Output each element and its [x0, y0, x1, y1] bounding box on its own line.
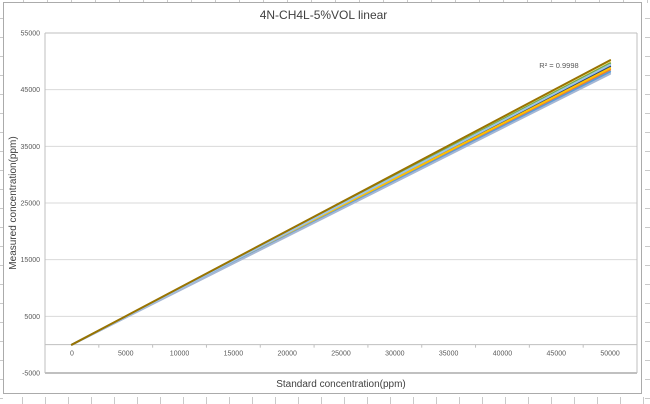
chart-object-frame[interactable]	[3, 2, 642, 394]
series-line	[70, 59, 612, 346]
series-line	[70, 72, 612, 346]
x-tick-label: 10000	[170, 351, 190, 358]
x-tick-label: 30000	[385, 351, 405, 358]
x-tick-label: 25000	[331, 351, 351, 358]
y-tick-label: 15000	[21, 257, 41, 264]
y-tick-label: -5000	[22, 371, 40, 378]
y-tick-label: 25000	[21, 201, 41, 208]
trendline-r-squared-label: R² = 0.9998	[539, 61, 579, 70]
x-tick-label: 5000	[118, 351, 134, 358]
x-tick-label: 50000	[600, 351, 620, 358]
x-axis-title: Standard concentration(ppm)	[276, 379, 406, 390]
x-tick-label: 40000	[493, 351, 513, 358]
spreadsheet-column-gridline-ticks-top	[0, 0, 650, 3]
y-tick-label: 45000	[21, 87, 41, 94]
spreadsheet-column-gridline-ticks-bottom	[0, 397, 650, 404]
spreadsheet-row-gridline-ticks-left	[0, 0, 3, 404]
x-tick-label: 35000	[439, 351, 459, 358]
chart-title: 4N-CH4L-5%VOL linear	[259, 8, 388, 22]
spreadsheet-row-gridline-ticks-right	[645, 0, 650, 404]
y-tick-label: 5000	[24, 314, 40, 321]
y-tick-label: 55000	[21, 31, 41, 38]
x-tick-label: 15000	[224, 351, 244, 358]
y-tick-label: 35000	[21, 144, 41, 151]
x-tick-label: 45000	[547, 351, 567, 358]
x-tick-label: 20000	[277, 351, 297, 358]
x-tick-label: 0	[70, 351, 74, 358]
